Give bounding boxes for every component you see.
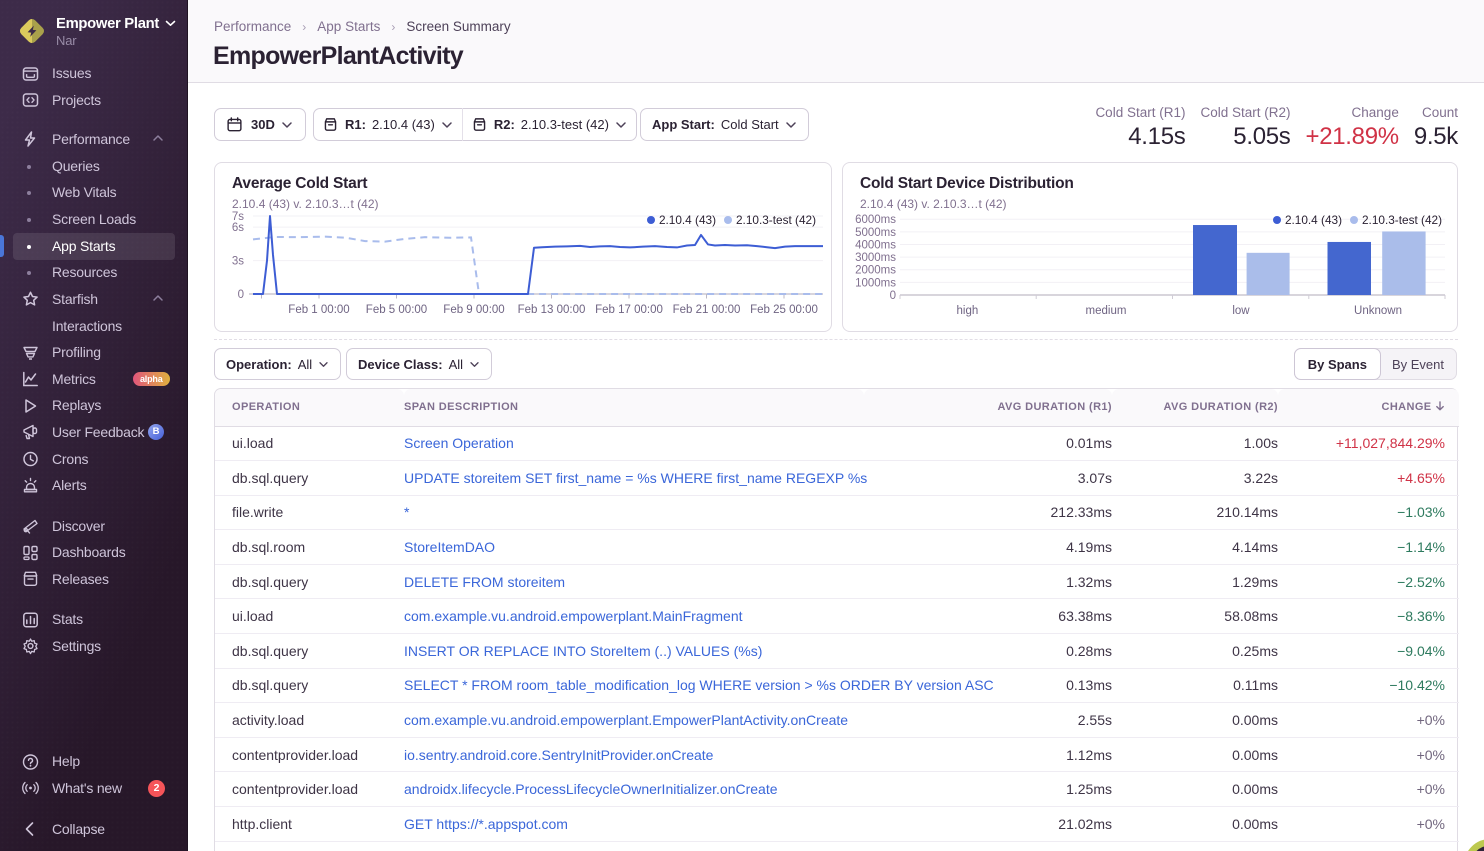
svg-text:medium: medium <box>1086 305 1127 317</box>
svg-text:Feb 21 00:00: Feb 21 00:00 <box>673 304 741 316</box>
svg-text:Unknown: Unknown <box>1354 305 1402 317</box>
svg-text:low: low <box>1232 305 1250 317</box>
svg-text:7s: 7s <box>232 211 244 223</box>
svg-text:3000ms: 3000ms <box>855 252 896 264</box>
svg-text:0: 0 <box>890 290 896 302</box>
svg-text:Feb 5 00:00: Feb 5 00:00 <box>366 304 427 316</box>
svg-text:2000ms: 2000ms <box>855 265 896 277</box>
svg-text:6s: 6s <box>232 222 244 234</box>
svg-text:Feb 25 00:00: Feb 25 00:00 <box>750 304 818 316</box>
svg-text:Feb 17 00:00: Feb 17 00:00 <box>595 304 663 316</box>
svg-text:Feb 13 00:00: Feb 13 00:00 <box>518 304 586 316</box>
svg-text:high: high <box>957 305 979 317</box>
svg-text:3s: 3s <box>232 256 244 268</box>
svg-text:1000ms: 1000ms <box>855 277 896 289</box>
svg-text:Feb 1 00:00: Feb 1 00:00 <box>288 304 349 316</box>
svg-text:5000ms: 5000ms <box>855 227 896 239</box>
svg-text:6000ms: 6000ms <box>855 214 896 226</box>
svg-text:0: 0 <box>238 289 244 301</box>
svg-text:Feb 9 00:00: Feb 9 00:00 <box>443 304 504 316</box>
svg-text:4000ms: 4000ms <box>855 239 896 251</box>
